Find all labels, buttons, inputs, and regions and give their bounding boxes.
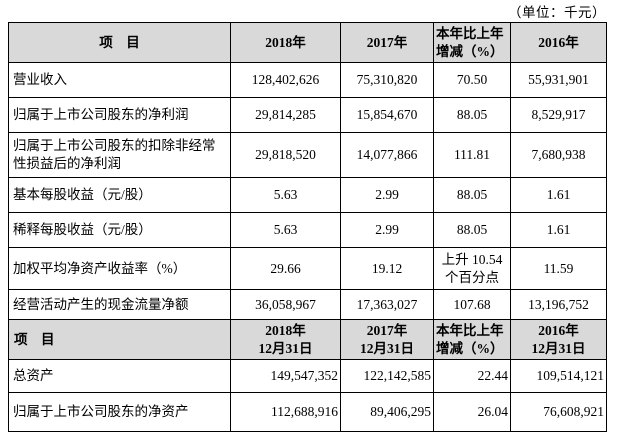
table-row-net-profit: 归属于上市公司股东的净利润 29,814,285 15,854,670 88.0… xyxy=(8,97,607,133)
item-cell: 稀释每股收益（元/股） xyxy=(8,212,231,248)
value-2018: 128,402,626 xyxy=(230,62,341,98)
financial-summary-table: 项 目 2018年 2017年 本年比上年 增减（%） 2016年 营业收入 1… xyxy=(8,22,607,432)
value-2018: 5.63 xyxy=(230,212,341,248)
section1-header-2018: 2018年 xyxy=(230,22,341,63)
item-cell: 归属于上市公司股东的净利润 xyxy=(8,97,231,133)
value-2016: 109,514,121 xyxy=(510,359,607,393)
table-row-net-profit-excl-nonrecurring: 归属于上市公司股东的扣除非经常性损益后的净利润 29,818,520 14,07… xyxy=(8,132,607,178)
section1-header-2016: 2016年 xyxy=(510,22,607,63)
value-2016: 11.59 xyxy=(510,247,607,290)
section2-header-2017: 2017年 12月31日 xyxy=(340,319,434,360)
table-row-operating-revenue: 营业收入 128,402,626 75,310,820 70.50 55,931… xyxy=(8,62,607,98)
value-2016: 55,931,901 xyxy=(510,62,607,98)
value-2018: 36,058,967 xyxy=(230,289,341,320)
section1-header-change: 本年比上年 增减（%） xyxy=(433,22,511,63)
value-2017: 122,142,585 xyxy=(340,359,434,393)
section2-header-2018: 2018年 12月31日 xyxy=(230,319,341,360)
value-2017: 17,363,027 xyxy=(340,289,434,320)
value-2016: 8,529,917 xyxy=(510,97,607,133)
item-cell: 归属于上市公司股东的扣除非经常性损益后的净利润 xyxy=(8,132,231,178)
value-2017: 2.99 xyxy=(340,177,434,213)
value-2017: 2.99 xyxy=(340,212,434,248)
change-value: 88.05 xyxy=(433,97,511,133)
change-value: 107.68 xyxy=(433,289,511,320)
value-2017: 15,854,670 xyxy=(340,97,434,133)
change-value: 88.05 xyxy=(433,177,511,213)
table-row-operating-cash-flow: 经营活动产生的现金流量净额 36,058,967 17,363,027 107.… xyxy=(8,289,607,320)
table-row-basic-eps: 基本每股收益（元/股） 5.63 2.99 88.05 1.61 xyxy=(8,177,607,213)
change-value: 70.50 xyxy=(433,62,511,98)
value-2017: 89,406,295 xyxy=(340,392,434,432)
value-2018: 112,688,916 xyxy=(230,392,341,432)
item-cell: 基本每股收益（元/股） xyxy=(8,177,231,213)
value-2016: 76,608,921 xyxy=(510,392,607,432)
section2-header-item: 项 目 xyxy=(8,319,231,360)
table-row-weighted-avg-roe: 加权平均净资产收益率（%） 29.66 19.12 上升 10.54 个百分点 … xyxy=(8,247,607,290)
section1-header-row: 项 目 2018年 2017年 本年比上年 增减（%） 2016年 xyxy=(8,22,607,63)
value-2018: 5.63 xyxy=(230,177,341,213)
section2-header-row: 项 目 2018年 12月31日 2017年 12月31日 本年比上年 增减（%… xyxy=(8,319,607,360)
value-2016: 1.61 xyxy=(510,177,607,213)
section2-header-2016: 2016年 12月31日 xyxy=(510,319,607,360)
value-2016: 1.61 xyxy=(510,212,607,248)
change-value: 111.81 xyxy=(433,132,511,178)
change-value: 26.04 xyxy=(433,392,511,432)
value-2017: 75,310,820 xyxy=(340,62,434,98)
value-2016: 13,196,752 xyxy=(510,289,607,320)
item-cell: 加权平均净资产收益率（%） xyxy=(8,247,231,290)
change-value: 88.05 xyxy=(433,212,511,248)
value-2017: 19.12 xyxy=(340,247,434,290)
value-2018: 29.66 xyxy=(230,247,341,290)
table-row-total-assets: 总资产 149,547,352 122,142,585 22.44 109,51… xyxy=(8,359,607,393)
section1-header-2017: 2017年 xyxy=(340,22,434,63)
value-2018: 29,818,520 xyxy=(230,132,341,178)
value-2017: 14,077,866 xyxy=(340,132,434,178)
unit-label: （单位：千元） xyxy=(508,5,606,20)
item-cell: 经营活动产生的现金流量净额 xyxy=(8,289,231,320)
item-cell: 营业收入 xyxy=(8,62,231,98)
value-2016: 7,680,938 xyxy=(510,132,607,178)
section1-header-item: 项 目 xyxy=(8,22,231,63)
value-2018: 149,547,352 xyxy=(230,359,341,393)
section2-header-change: 本年比上年 增减（%） xyxy=(433,319,511,360)
item-cell: 归属于上市公司股东的净资产 xyxy=(8,392,231,432)
table-row-net-assets: 归属于上市公司股东的净资产 112,688,916 89,406,295 26.… xyxy=(8,392,607,432)
change-value: 上升 10.54 个百分点 xyxy=(433,247,511,290)
item-cell: 总资产 xyxy=(8,359,231,393)
table-row-diluted-eps: 稀释每股收益（元/股） 5.63 2.99 88.05 1.61 xyxy=(8,212,607,248)
change-value: 22.44 xyxy=(433,359,511,393)
value-2018: 29,814,285 xyxy=(230,97,341,133)
